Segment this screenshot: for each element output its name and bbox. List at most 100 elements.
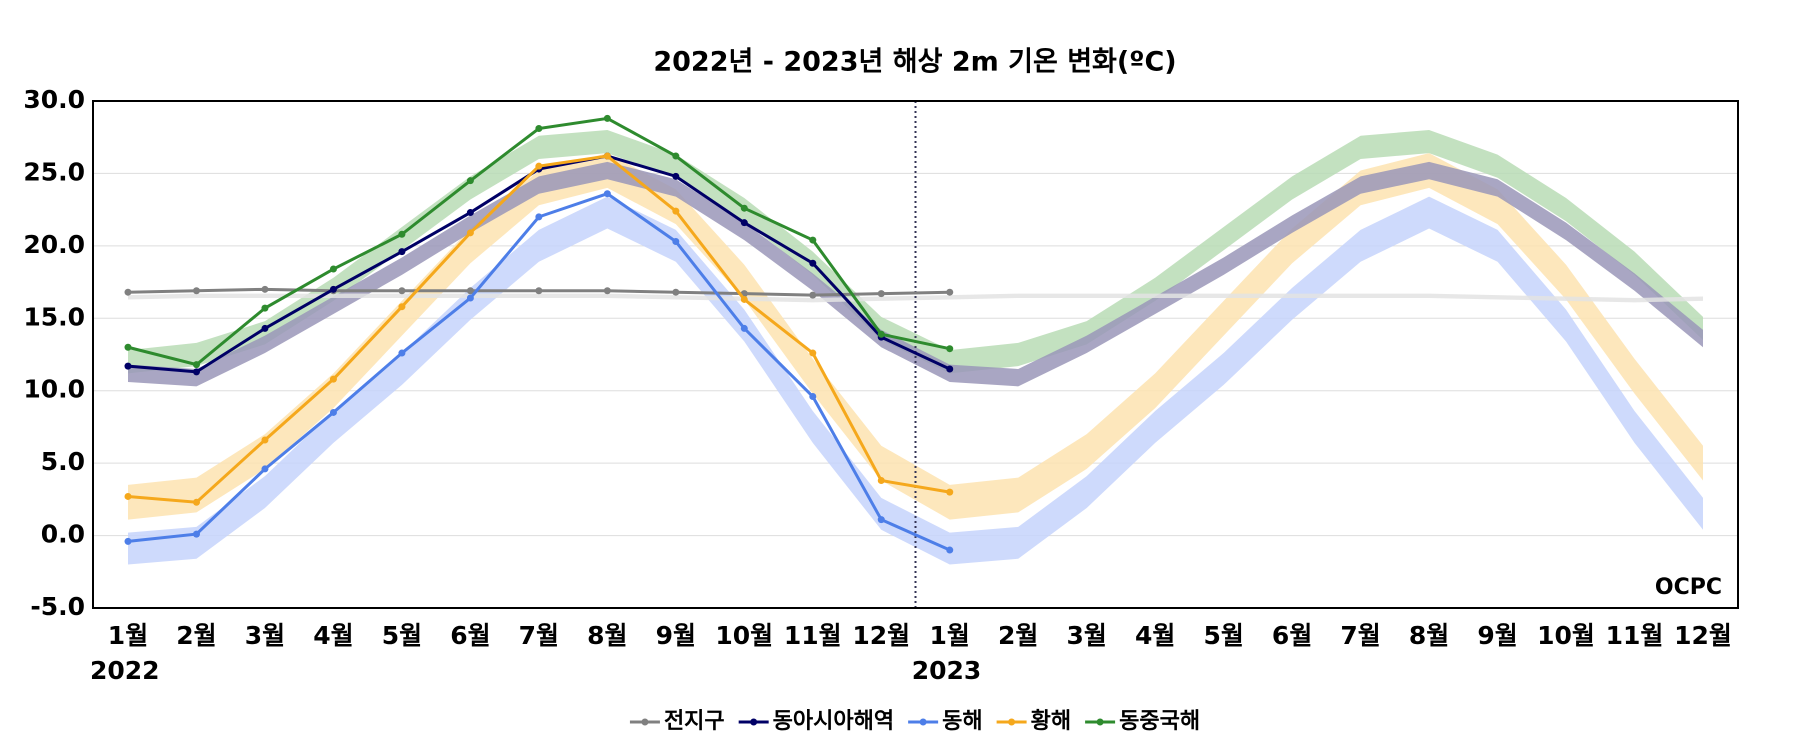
series-point bbox=[398, 287, 406, 295]
series-point bbox=[535, 287, 543, 295]
x-tick-label: 11월 bbox=[1606, 621, 1664, 650]
plot-frame bbox=[92, 100, 1739, 609]
year-label: 2023 bbox=[912, 656, 982, 685]
legend-item: 동해 bbox=[908, 709, 983, 734]
series-point bbox=[672, 172, 680, 180]
series-point bbox=[809, 393, 817, 401]
legend-item: 동중국해 bbox=[1085, 709, 1200, 734]
x-tick-label: 10월 bbox=[715, 621, 773, 650]
legend-label: 황해 bbox=[1031, 709, 1071, 734]
x-tick-label: 8월 bbox=[1409, 621, 1449, 650]
x-tick-label: 1월 bbox=[108, 621, 148, 650]
y-tick-label: 25.0 bbox=[23, 157, 85, 186]
x-tick-label: 2월 bbox=[176, 621, 216, 650]
series-point bbox=[535, 213, 543, 221]
y-tick-label: -5.0 bbox=[30, 592, 85, 621]
series-point bbox=[740, 324, 748, 332]
legend-marker bbox=[919, 718, 927, 726]
legend-label: 전지구 bbox=[664, 709, 725, 734]
x-tick-label: 3월 bbox=[1066, 621, 1106, 650]
series-point bbox=[261, 285, 269, 293]
series-point bbox=[535, 162, 543, 170]
year-label: 2022 bbox=[90, 656, 160, 685]
series-point bbox=[877, 330, 885, 338]
series-point bbox=[740, 219, 748, 227]
series-point bbox=[740, 295, 748, 303]
x-tick-label: 4월 bbox=[313, 621, 353, 650]
series-point bbox=[466, 294, 474, 302]
y-tick-label: 5.0 bbox=[41, 447, 85, 476]
x-tick-label: 7월 bbox=[1340, 621, 1380, 650]
series-point bbox=[809, 291, 817, 299]
legend-item: 황해 bbox=[996, 709, 1071, 734]
series-point bbox=[329, 375, 337, 383]
series-point bbox=[192, 287, 200, 295]
series-point bbox=[192, 361, 200, 369]
series-point bbox=[809, 236, 817, 244]
series-point bbox=[809, 259, 817, 267]
series-point bbox=[398, 230, 406, 238]
x-tick-label: 1월 bbox=[930, 621, 970, 650]
series-point bbox=[466, 287, 474, 295]
series-point bbox=[603, 114, 611, 122]
legend-marker bbox=[1096, 718, 1104, 726]
legend-marker bbox=[1008, 718, 1016, 726]
x-tick-label: 12월 bbox=[1674, 621, 1732, 650]
logo: OCPC bbox=[1655, 575, 1722, 600]
y-tick-label: 10.0 bbox=[23, 375, 85, 404]
series-point bbox=[124, 343, 132, 351]
series-point bbox=[329, 285, 337, 293]
series-point bbox=[946, 345, 954, 353]
series-point bbox=[466, 177, 474, 185]
x-tick-label: 3월 bbox=[245, 621, 285, 650]
series-point bbox=[809, 349, 817, 357]
x-tick-label: 9월 bbox=[1477, 621, 1517, 650]
series-point bbox=[261, 436, 269, 444]
x-tick-label: 4월 bbox=[1135, 621, 1175, 650]
series-point bbox=[946, 546, 954, 554]
x-tick-label: 11월 bbox=[784, 621, 842, 650]
series-point bbox=[192, 530, 200, 538]
series-point bbox=[261, 324, 269, 332]
series-point bbox=[740, 204, 748, 212]
legend-marker bbox=[750, 718, 758, 726]
series-point bbox=[672, 288, 680, 296]
series-point bbox=[329, 408, 337, 416]
legend: 전지구 동아시아해역 동해 황해 동중국해 bbox=[629, 709, 1200, 734]
series-point bbox=[261, 465, 269, 473]
climate-band bbox=[128, 161, 1703, 387]
x-tick-label: 6월 bbox=[1272, 621, 1312, 650]
x-tick-label: 10월 bbox=[1537, 621, 1595, 650]
series-point bbox=[877, 516, 885, 524]
climate-band bbox=[128, 196, 1703, 565]
series-point bbox=[398, 248, 406, 256]
series-point bbox=[124, 537, 132, 545]
series-point bbox=[192, 498, 200, 506]
series-point bbox=[603, 152, 611, 160]
series-point bbox=[946, 365, 954, 373]
series-point bbox=[124, 362, 132, 370]
x-tick-label: 12월 bbox=[852, 621, 910, 650]
series-point bbox=[672, 152, 680, 160]
series-point bbox=[398, 349, 406, 357]
legend-label: 동해 bbox=[942, 709, 982, 734]
x-tick-label: 9월 bbox=[656, 621, 696, 650]
series-point bbox=[603, 287, 611, 295]
legend-marker bbox=[641, 718, 649, 726]
series-point bbox=[535, 125, 543, 133]
chart-title: 2022년 - 2023년 해상 2m 기온 변화(ºC) bbox=[653, 47, 1176, 78]
series-point bbox=[124, 492, 132, 500]
legend-label: 동아시아해역 bbox=[773, 709, 894, 734]
x-tick-label: 7월 bbox=[519, 621, 559, 650]
series-point bbox=[946, 488, 954, 496]
x-tick-label: 5월 bbox=[382, 621, 422, 650]
series-point bbox=[329, 265, 337, 273]
x-tick-label: 6월 bbox=[450, 621, 490, 650]
y-tick-label: 15.0 bbox=[23, 302, 85, 331]
x-tick-label: 8월 bbox=[587, 621, 627, 650]
legend-label: 동중국해 bbox=[1119, 709, 1200, 734]
series-point bbox=[603, 190, 611, 198]
x-tick-label: 5월 bbox=[1203, 621, 1243, 650]
series-point bbox=[124, 288, 132, 296]
